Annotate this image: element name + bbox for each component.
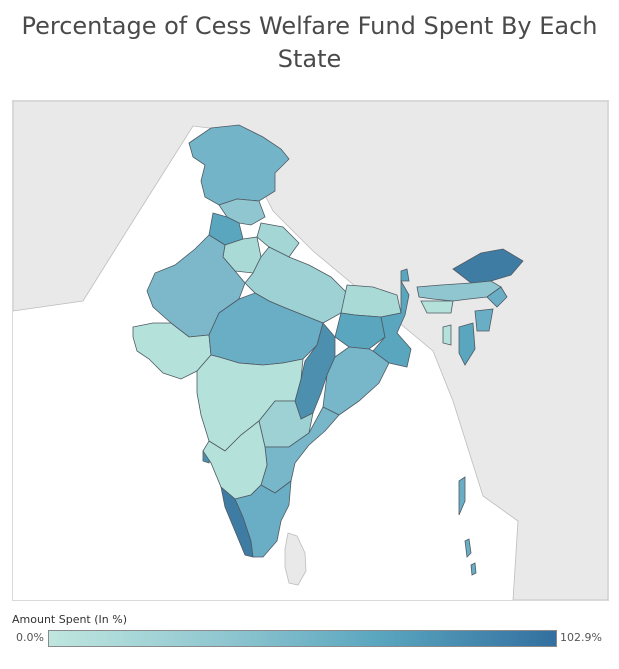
chart-title: Percentage of Cess Welfare Fund Spent By…: [21, 12, 598, 73]
state-tamil-nadu[interactable]: [234, 480, 292, 558]
state-nagaland[interactable]: [486, 286, 508, 308]
state-meghalaya[interactable]: [420, 300, 454, 314]
state-andaman-nicobar[interactable]: [458, 476, 466, 516]
state-west-bengal[interactable]: [372, 279, 412, 368]
state-mizoram[interactable]: [458, 322, 476, 366]
legend-color-bar: [48, 630, 557, 647]
state-jammu-kashmir[interactable]: [188, 124, 290, 206]
legend-title: Amount Spent (In %): [12, 613, 127, 626]
state-sikkim[interactable]: [400, 268, 410, 282]
nicobar-islands[interactable]: [464, 538, 477, 576]
state-jharkhand[interactable]: [334, 312, 386, 350]
state-manipur[interactable]: [474, 308, 494, 332]
state-tripura[interactable]: [442, 324, 452, 346]
india-map: [13, 101, 608, 600]
legend-max-label: 102.9%: [560, 631, 602, 644]
sri-lanka: [284, 532, 307, 586]
state-odisha[interactable]: [322, 346, 390, 416]
legend-min-label: 0.0%: [16, 631, 44, 644]
map-area[interactable]: [12, 100, 609, 601]
